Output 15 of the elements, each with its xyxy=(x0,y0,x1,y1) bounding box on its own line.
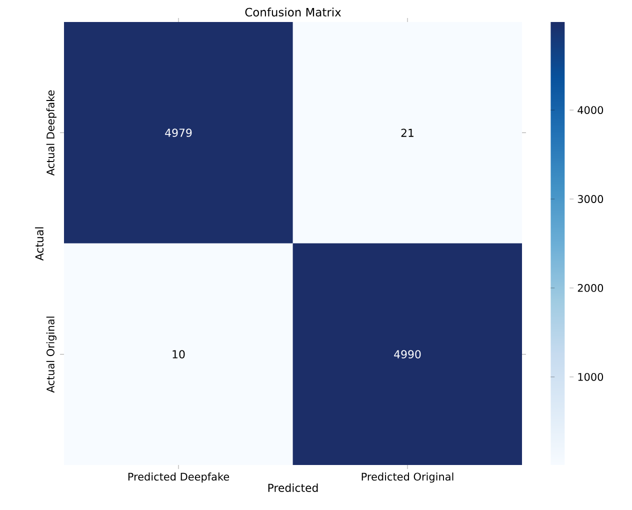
x-axis-title: Predicted xyxy=(268,483,318,492)
y-tick-label: Actual Deepfake xyxy=(46,90,56,176)
y-axis-title: Actual xyxy=(35,227,44,261)
data-label: 4990 xyxy=(394,350,421,358)
chart-title: Confusion Matrix xyxy=(245,8,341,16)
x-tick-label: Predicted Deepfake xyxy=(128,472,230,483)
y-tick-label: Actual Original xyxy=(46,316,56,393)
x-tick-label: Predicted Original xyxy=(362,472,454,483)
data-label: 4979 xyxy=(165,128,192,137)
color-bar-label: 4000 xyxy=(578,106,604,114)
color-bar-label: 1000 xyxy=(578,372,604,381)
data-label: 21 xyxy=(401,128,414,137)
color-bar-label: 3000 xyxy=(578,195,604,203)
color-bar-label: 2000 xyxy=(578,284,604,292)
data-label: 10 xyxy=(172,350,185,358)
